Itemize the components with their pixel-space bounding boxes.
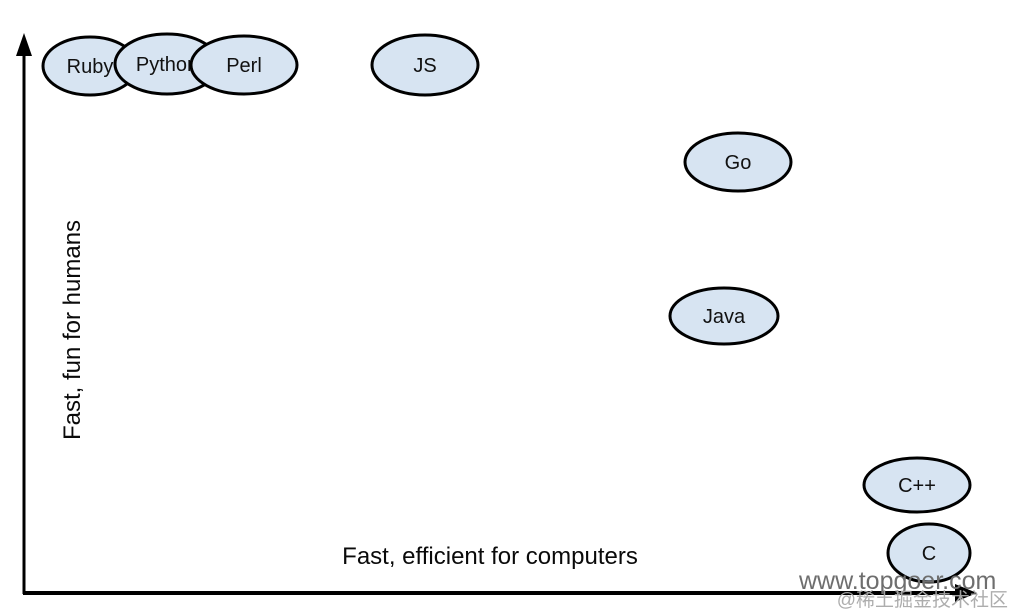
data-point-label-c: C [922, 543, 936, 565]
y-axis-label: Fast, fun for humans [59, 220, 86, 440]
data-point-label-java: Java [703, 306, 746, 328]
data-point-ellipse-c++ [862, 456, 972, 514]
x-axis-arrowhead-icon [955, 584, 977, 602]
data-points-group: Ruby Python Perl JS Go Java C++ C [41, 32, 972, 584]
data-point-ellipse-go [683, 131, 793, 193]
data-point-label-perl: Perl [226, 55, 262, 77]
y-axis-arrowhead-icon [16, 33, 32, 56]
data-point-label-js: JS [413, 55, 436, 77]
data-point-ellipse-js [370, 33, 480, 97]
x-axis-label: Fast, efficient for computers [342, 543, 638, 570]
data-point-ellipse-perl [189, 34, 299, 96]
data-point-ellipse-java [668, 286, 780, 346]
data-point-label-ruby: Ruby [67, 56, 114, 78]
data-point-ellipse-c [886, 522, 972, 584]
data-point-label-go: Go [725, 152, 752, 174]
watermark-topgoer: www.topgoer.com [798, 567, 996, 595]
watermark-community: @稀土掘金技术社区 [837, 589, 1008, 610]
data-point-label-c++: C++ [898, 475, 936, 497]
data-point-label-python: Python [136, 54, 198, 76]
